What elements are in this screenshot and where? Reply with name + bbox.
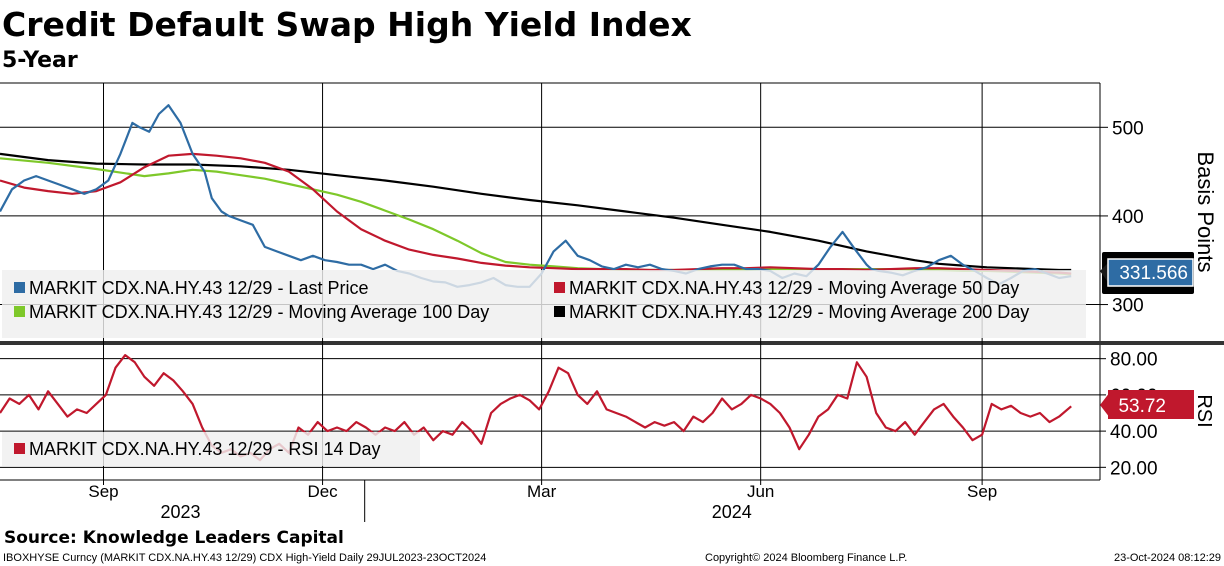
legend-label: MARKIT CDX.NA.HY.43 12/29 - Moving Avera… bbox=[569, 278, 1019, 298]
rsi-series-line bbox=[0, 354, 1072, 462]
footer-center: Copyright© 2024 Bloomberg Finance L.P. bbox=[705, 552, 907, 564]
footer-left: IBOXHYSE Curncy (MARKIT CDX.NA.HY.43 12/… bbox=[3, 552, 486, 564]
year-label: 2024 bbox=[712, 502, 752, 522]
last-price-badge: 331.566 bbox=[1100, 252, 1194, 294]
x-tick-label: Dec bbox=[307, 482, 338, 501]
rsi-legend-swatch bbox=[14, 443, 25, 454]
legend-label: MARKIT CDX.NA.HY.43 12/29 - Moving Avera… bbox=[29, 302, 489, 322]
chart-subtitle: 5-Year bbox=[2, 48, 78, 73]
source-text: Source: Knowledge Leaders Capital bbox=[4, 528, 344, 548]
main-legend-box bbox=[2, 270, 1086, 338]
legend-swatch bbox=[14, 306, 25, 317]
rsi-axis-title: RSI bbox=[1193, 394, 1215, 427]
year-label: 2023 bbox=[161, 502, 201, 522]
rsi-tick-label: 80.00 bbox=[1110, 350, 1158, 371]
last-price-badge-fill bbox=[1107, 258, 1194, 287]
last-rsi-badge: 53.72 bbox=[1100, 390, 1194, 419]
axes: Sep Dec Mar Jun Sep 2023 2024 300 400 500 20.00 40.… bbox=[88, 118, 1158, 522]
last-rsi-badge-fill bbox=[1108, 390, 1194, 419]
legend-label: MARKIT CDX.NA.HY.43 12/29 - Last Price bbox=[29, 278, 368, 298]
x-tick-label: Sep bbox=[967, 482, 997, 501]
y-axis-title: Basis Points bbox=[1193, 151, 1218, 272]
legend-swatch bbox=[554, 306, 565, 317]
legend-swatch bbox=[14, 282, 25, 293]
ma50-series-line bbox=[0, 152, 1072, 275]
y-tick-label: 300 bbox=[1112, 296, 1144, 317]
legend-label: MARKIT CDX.NA.HY.43 12/29 - Moving Avera… bbox=[569, 302, 1029, 322]
legend: MARKIT CDX.NA.HY.43 12/29 - Last Price MA… bbox=[14, 278, 1029, 459]
x-tick-label: Mar bbox=[527, 482, 557, 501]
price-panel-series bbox=[0, 104, 1072, 288]
rsi-legend-box bbox=[2, 432, 420, 466]
chart-title: Credit Default Swap High Yield Index bbox=[2, 5, 692, 44]
x-tick-label: Sep bbox=[88, 482, 118, 501]
x-tick-label: Jun bbox=[747, 482, 774, 501]
y-tick-label: 400 bbox=[1112, 207, 1144, 228]
legend-swatch bbox=[554, 282, 565, 293]
rsi-legend-label: MARKIT CDX.NA.HY.43 12/29 - RSI 14 Day bbox=[29, 439, 380, 459]
rsi-tick-label: 20.00 bbox=[1110, 458, 1158, 479]
last-rsi-value: 53.72 bbox=[1118, 396, 1166, 417]
rsi-panel-series bbox=[0, 354, 1072, 462]
y-tick-label: 500 bbox=[1112, 118, 1144, 139]
footer-right: 23-Oct-2024 08:12:29 bbox=[1114, 552, 1221, 564]
last-price-value: 331.566 bbox=[1119, 263, 1188, 284]
ma200-series-line bbox=[0, 152, 1072, 272]
rsi-tick-label: 40.00 bbox=[1110, 422, 1158, 443]
panel-divider bbox=[0, 341, 1224, 345]
